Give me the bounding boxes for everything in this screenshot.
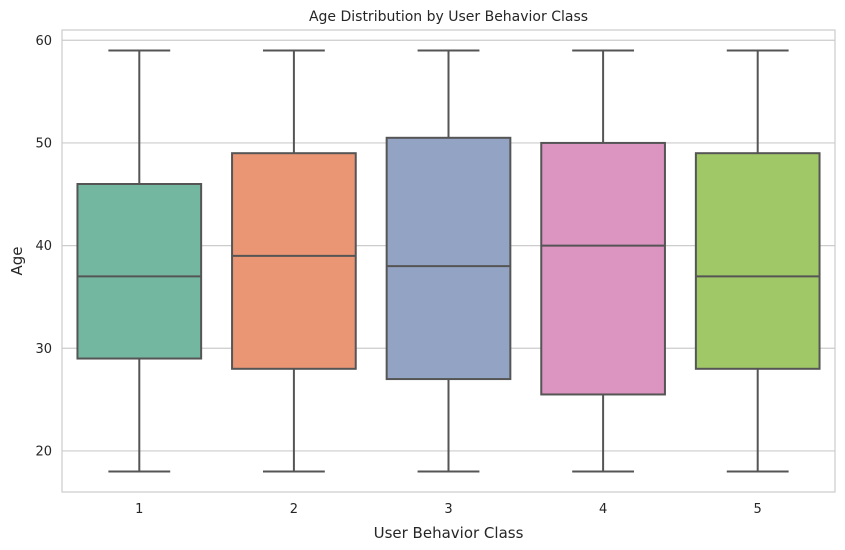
box-group-4 xyxy=(540,49,666,473)
box-3 xyxy=(385,136,512,381)
y-axis-label: Age xyxy=(8,246,26,275)
x-tick-label-5: 5 xyxy=(754,502,762,517)
y-tick-label-20: 20 xyxy=(35,444,52,459)
y-tick-label-40: 40 xyxy=(35,239,52,254)
y-tick-label-50: 50 xyxy=(35,136,52,151)
x-tick-label-1: 1 xyxy=(135,502,143,517)
boxes xyxy=(76,49,821,473)
box-1 xyxy=(76,183,203,360)
x-tick-label-2: 2 xyxy=(290,502,298,517)
box-group-2 xyxy=(231,49,357,473)
x-tick-label-3: 3 xyxy=(444,502,452,517)
y-tick-label-60: 60 xyxy=(35,34,52,49)
plot-area-frame xyxy=(61,29,836,493)
tick-labels: 20 30 40 50 60 1 2 3 4 5 xyxy=(35,34,761,517)
box-2 xyxy=(231,152,357,370)
box-5 xyxy=(694,152,821,370)
chart-title: Age Distribution by User Behavior Class xyxy=(309,9,588,25)
x-axis-label: User Behavior Class xyxy=(374,524,524,542)
box-group-3 xyxy=(385,49,512,473)
box-group-1 xyxy=(76,49,203,473)
box-4 xyxy=(540,141,666,396)
x-tick-label-4: 4 xyxy=(599,502,607,517)
y-tick-label-30: 30 xyxy=(35,342,52,357)
box-group-5 xyxy=(694,49,821,473)
